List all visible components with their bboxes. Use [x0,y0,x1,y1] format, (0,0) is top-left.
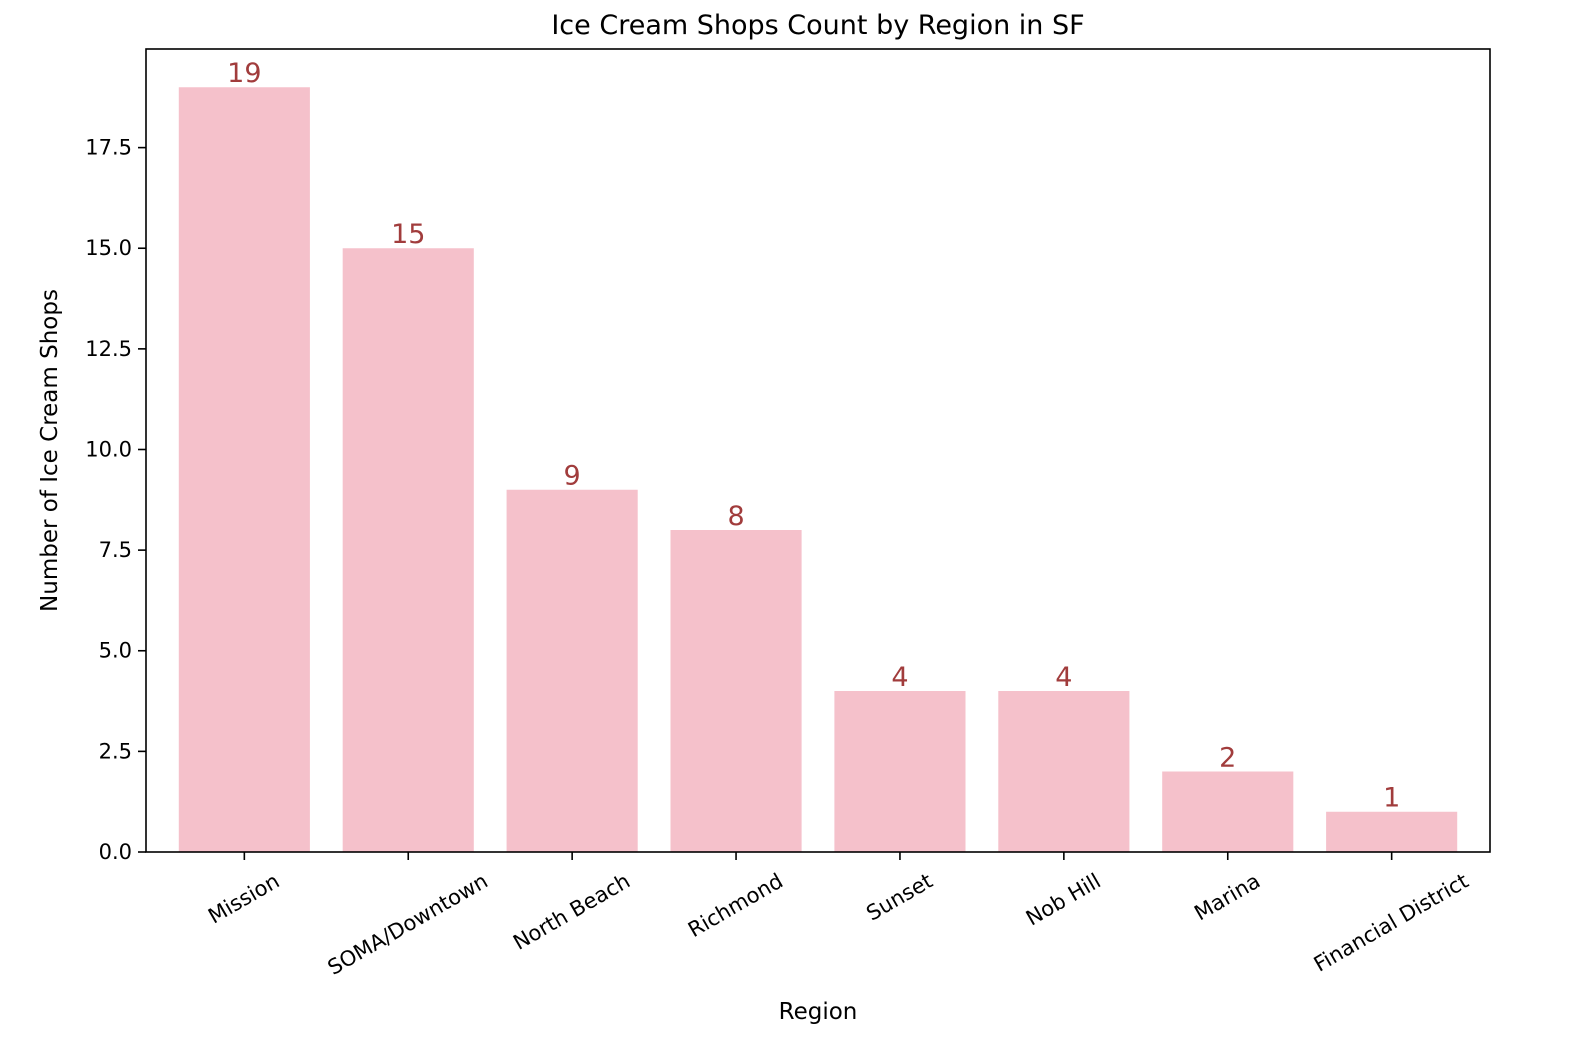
y-tick-label: 12.5 [85,337,132,361]
data-label: 15 [391,219,425,250]
y-axis-title: Number of Ice Cream Shops [37,289,63,612]
y-tick-label: 7.5 [99,538,132,562]
x-tick-label: Nob Hill [1022,869,1105,931]
bar-marina [1162,771,1294,852]
chart-title: Ice Cream Shops Count by Region in SF [551,10,1084,41]
y-tick-label: 10.0 [85,437,132,461]
bars [178,87,1458,852]
bar-richmond [670,529,802,852]
x-tick-label: Financial District [1310,869,1473,977]
data-label: 4 [891,662,908,693]
bar-mission [178,87,310,852]
x-tick-label: North Beach [509,869,634,955]
bar-financial-district [1326,811,1458,852]
data-label: 8 [727,501,744,532]
bar-sunset [834,690,966,852]
y-tick-label: 15.0 [85,236,132,260]
x-tick-label: Marina [1190,869,1264,926]
x-tick-label: SOMA/Downtown [324,869,492,980]
y-tick-label: 0.0 [99,840,132,864]
data-label: 19 [227,58,261,89]
bar-soma-downtown [342,248,474,852]
data-label: 4 [1055,662,1072,693]
x-tick-label: Richmond [684,869,787,942]
x-tick-label: Mission [204,869,283,929]
data-label: 1 [1383,783,1400,814]
plot-area-frame [145,48,1491,853]
bar-north-beach [506,489,638,852]
x-tick-label: Sunset [862,869,936,926]
data-label: 9 [564,461,581,492]
data-labels: 19 15 9 8 4 4 2 1 [227,58,1400,814]
x-axis: Mission SOMA/Downtown North Beach Richmond S… [204,852,1473,980]
y-tick-label: 2.5 [99,739,132,763]
bar-nob-hill [998,690,1130,852]
data-label: 2 [1219,742,1236,773]
y-axis: 0.0 2.5 5.0 7.5 10.0 12.5 15.0 17.5 [85,136,146,864]
y-tick-label: 17.5 [85,136,132,160]
x-axis-title: Region [779,999,858,1025]
y-tick-label: 5.0 [99,639,132,663]
